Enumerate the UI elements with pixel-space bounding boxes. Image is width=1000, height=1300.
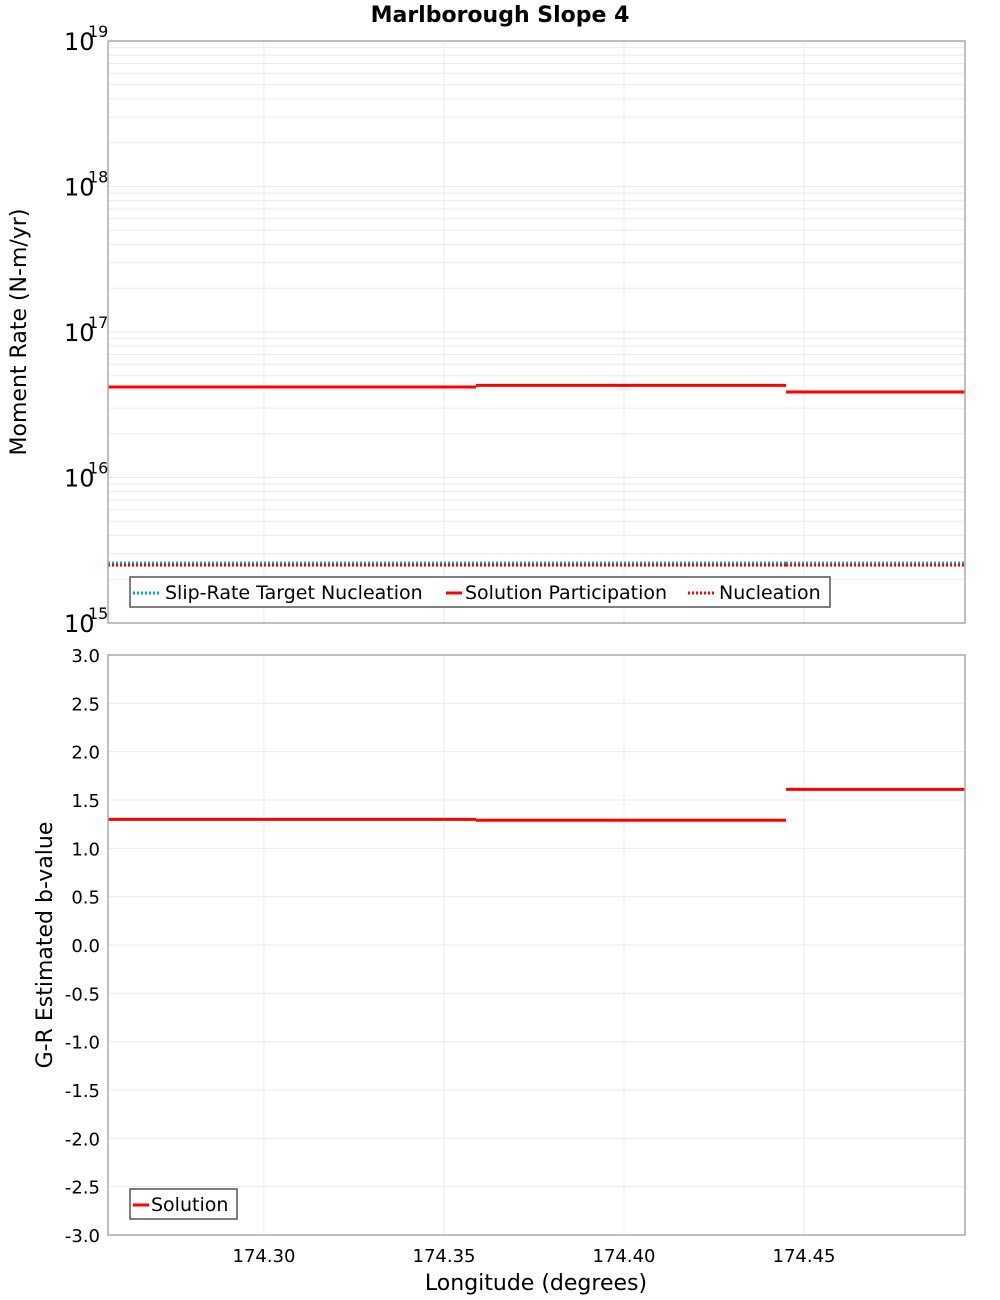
y-tick-label: 10 bbox=[64, 28, 95, 56]
bottom-y-ticks: 3.0 2.5 2.0 1.5 1.0 0.5 0.0 -0.5 -1.0 -1.5 -2.0 -2.… bbox=[65, 646, 100, 1247]
y-tick-exponent: 15 bbox=[88, 604, 108, 623]
top-series bbox=[108, 383, 965, 567]
top-grid bbox=[108, 41, 965, 624]
y-tick-label: -2.0 bbox=[65, 1129, 100, 1150]
y-tick-label: 10 bbox=[64, 610, 95, 638]
legend-label-solution: Solution bbox=[151, 1194, 228, 1216]
x-tick-label: 174.40 bbox=[593, 1246, 656, 1267]
y-tick-label: -3.0 bbox=[65, 1226, 100, 1247]
x-axis-ticks: 174.30 174.35 174.40 174.45 bbox=[233, 1246, 836, 1267]
y-tick-label: 1.0 bbox=[71, 839, 100, 860]
y-tick-label: 3.0 bbox=[71, 646, 100, 667]
y-tick-exponent: 16 bbox=[88, 459, 108, 478]
y-tick-label: -1.5 bbox=[65, 1081, 100, 1102]
y-tick-label: 1.5 bbox=[71, 791, 100, 812]
y-tick-label: -1.0 bbox=[65, 1033, 100, 1054]
top-plot-frame bbox=[107, 40, 966, 624]
y-tick-label: 0.5 bbox=[71, 888, 100, 909]
bottom-series bbox=[108, 787, 965, 822]
bottom-legend: Solution bbox=[129, 1188, 238, 1220]
top-y-axis-label: Moment Rate (N-m/yr) bbox=[7, 209, 32, 456]
y-tick-exponent: 18 bbox=[88, 168, 108, 187]
top-legend: Slip-Rate Target Nucleation Solution Par… bbox=[129, 576, 831, 608]
y-tick-label: -2.5 bbox=[65, 1178, 100, 1199]
y-tick-label: 2.0 bbox=[71, 743, 100, 764]
x-axis-label: Longitude (degrees) bbox=[425, 1271, 647, 1296]
y-tick-exponent: 19 bbox=[88, 22, 108, 41]
chart-title: Marlborough Slope 4 bbox=[371, 3, 630, 28]
b-value-plot: 3.0 2.5 2.0 1.5 1.0 0.5 0.0 -0.5 -1.0 -1.5 -2.0 -2.… bbox=[33, 646, 966, 1247]
bottom-plot-frame bbox=[107, 654, 966, 1236]
legend-label-solution-participation: Solution Participation bbox=[465, 582, 667, 604]
y-tick-label: 10 bbox=[64, 465, 95, 493]
y-tick-label: 2.5 bbox=[71, 694, 100, 715]
x-tick-label: 174.35 bbox=[413, 1246, 476, 1267]
x-tick-label: 174.45 bbox=[773, 1246, 836, 1267]
y-tick-exponent: 17 bbox=[88, 313, 108, 332]
legend-label-nucleation: Nucleation bbox=[719, 582, 821, 604]
legend-label-slip-rate-target: Slip-Rate Target Nucleation bbox=[165, 582, 423, 604]
x-tick-label: 174.30 bbox=[233, 1246, 296, 1267]
y-tick-label: -0.5 bbox=[65, 984, 100, 1005]
bottom-y-axis-label: G-R Estimated b-value bbox=[33, 822, 58, 1069]
y-tick-label: 10 bbox=[64, 319, 95, 347]
y-tick-label: 0.0 bbox=[71, 936, 100, 957]
y-tick-label: 10 bbox=[64, 174, 95, 202]
